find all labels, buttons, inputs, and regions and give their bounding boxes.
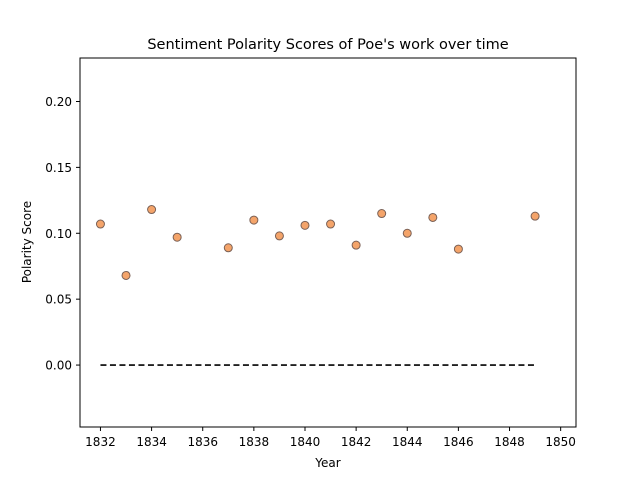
data-point-1841 — [326, 219, 336, 229]
data-point-1838 — [249, 215, 259, 225]
y-tick-label: 0.20 — [45, 95, 72, 109]
x-tick-label: 1846 — [443, 435, 474, 449]
x-tick-label: 1850 — [545, 435, 576, 449]
x-tick-label: 1836 — [187, 435, 218, 449]
data-point-1837 — [223, 243, 233, 253]
y-tick-label: 0.00 — [45, 359, 72, 373]
y-tick-label: 0.05 — [45, 293, 72, 307]
data-point-1844 — [402, 228, 412, 238]
data-point-1839 — [274, 231, 284, 241]
data-point-1846 — [453, 244, 463, 254]
data-point-1849 — [530, 211, 540, 221]
plot-area — [79, 57, 577, 428]
data-point-1834 — [147, 205, 157, 215]
x-axis-label: Year — [314, 456, 340, 470]
data-point-1842 — [351, 240, 361, 250]
data-point-1833 — [121, 270, 131, 280]
x-tick-label: 1842 — [341, 435, 372, 449]
y-tick-label: 0.10 — [45, 227, 72, 241]
x-tick-label: 1840 — [290, 435, 321, 449]
x-tick-label: 1832 — [85, 435, 116, 449]
x-tick-label: 1838 — [239, 435, 270, 449]
y-tick-label: 0.15 — [45, 161, 72, 175]
data-point-1835 — [172, 232, 182, 242]
data-point-1845 — [428, 212, 438, 222]
data-point-1832 — [95, 219, 105, 229]
chart-title: Sentiment Polarity Scores of Poe's work … — [147, 37, 508, 53]
x-tick-label: 1834 — [136, 435, 167, 449]
x-tick-label: 1844 — [392, 435, 423, 449]
data-point-1840 — [300, 220, 310, 230]
data-point-1843 — [377, 209, 387, 219]
y-axis-label: Polarity Score — [20, 201, 34, 283]
x-tick-label: 1848 — [494, 435, 525, 449]
